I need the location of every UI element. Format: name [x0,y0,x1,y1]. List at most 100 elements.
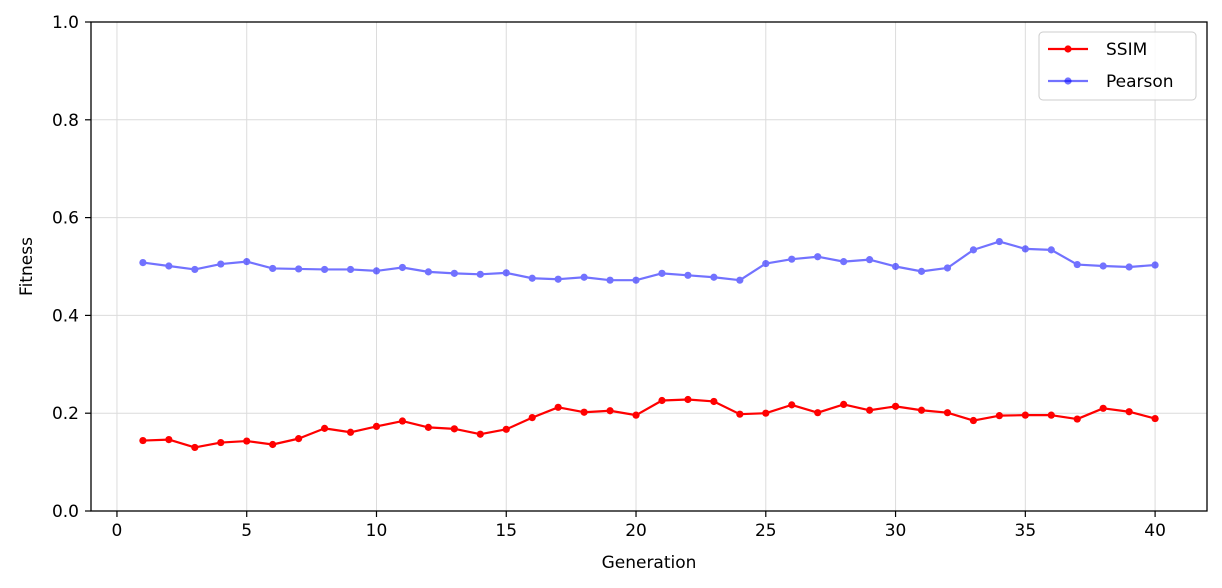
data-point-pearson [554,275,562,283]
data-point-pearson [917,267,926,275]
data-point-ssim [606,407,614,415]
y-tick-label: 0.0 [52,502,79,522]
legend-marker-ssim [1064,45,1072,53]
x-tick-label: 40 [1144,521,1166,541]
data-point-pearson [269,264,277,273]
data-point-pearson [658,269,666,277]
data-point-pearson [191,265,199,274]
x-tick-label: 20 [625,521,647,541]
data-point-ssim [398,417,407,425]
data-point-pearson [1099,262,1107,270]
series-line-pearson [142,240,1156,282]
data-point-pearson [995,237,1003,246]
data-point-ssim [450,425,458,433]
data-point-pearson [243,258,251,266]
data-point-ssim [269,440,277,449]
data-point-pearson [814,253,822,261]
x-tick-label: 10 [366,521,388,541]
data-point-ssim [165,436,173,444]
data-point-pearson [139,258,147,267]
data-point-pearson [736,276,744,284]
data-point-pearson [943,264,952,272]
data-point-pearson [502,269,510,277]
series-ssim [139,395,1159,452]
legend-item-ssim: SSIM [1048,40,1147,60]
series-layer [139,237,1159,452]
data-point-ssim [528,414,536,422]
y-tick-label: 0.2 [52,404,79,424]
data-point-pearson [165,262,173,270]
data-point-pearson [969,246,978,254]
data-point-pearson [606,276,614,284]
y-axis: 0.0 0.2 0.4 0.6 0.8 1.0 [52,13,91,522]
x-tick-label: 25 [755,521,777,541]
data-point-pearson [866,256,874,264]
data-point-ssim [684,395,692,404]
data-point-ssim [840,400,848,408]
x-tick-label: 0 [112,521,123,541]
data-point-ssim [320,424,329,432]
data-point-pearson [1151,261,1159,269]
data-point-pearson [476,270,484,278]
data-point-pearson [398,263,407,272]
data-point-pearson [684,271,692,279]
x-tick-label: 5 [241,521,252,541]
data-point-ssim [1099,404,1107,412]
data-point-pearson [840,258,848,266]
legend-item-pearson: Pearson [1048,72,1174,92]
data-point-pearson [891,262,900,271]
data-point-pearson [217,260,225,268]
plot-frame [90,21,1208,512]
data-point-ssim [658,396,666,405]
data-point-ssim [891,402,900,410]
x-tick-label: 15 [495,521,517,541]
data-point-ssim [632,411,640,419]
data-point-ssim [139,436,147,445]
data-point-ssim [710,397,718,406]
data-point-pearson [1047,246,1055,254]
data-point-pearson [1125,263,1133,271]
data-point-ssim [814,409,822,417]
y-tick-label: 0.6 [52,209,79,229]
data-point-pearson [762,259,770,268]
data-point-pearson [632,276,640,284]
data-point-ssim [969,416,978,425]
data-point-ssim [476,430,484,438]
data-point-ssim [554,403,562,411]
data-point-ssim [866,406,874,414]
x-axis-label: Generation [602,553,697,573]
x-tick-label: 35 [1015,521,1037,541]
x-axis: 0 5 10 15 20 25 30 35 40 [112,511,1166,541]
data-point-ssim [346,428,355,436]
data-point-ssim [943,409,952,417]
data-point-pearson [424,268,432,276]
data-point-ssim [502,425,510,433]
data-point-ssim [788,401,796,409]
legend: SSIM Pearson [1038,31,1197,101]
data-point-ssim [762,409,770,417]
data-point-pearson [710,273,718,281]
y-tick-label: 0.4 [52,306,79,326]
data-point-ssim [580,408,588,416]
data-point-pearson [346,265,355,274]
data-point-ssim [217,438,225,447]
data-point-ssim [917,406,926,414]
legend-label-pearson: Pearson [1106,72,1174,92]
data-point-ssim [1073,415,1081,423]
data-point-ssim [1125,408,1133,416]
data-point-pearson [1021,245,1029,253]
data-point-ssim [372,422,381,431]
data-point-pearson [372,267,381,275]
series-pearson [139,237,1159,284]
data-point-ssim [243,437,251,445]
data-point-ssim [995,412,1003,420]
data-point-ssim [424,423,432,431]
data-point-ssim [295,435,303,443]
data-point-ssim [1151,414,1159,423]
x-tick-label: 30 [885,521,907,541]
data-point-pearson [320,265,329,274]
data-point-pearson [528,274,536,282]
legend-marker-pearson [1064,77,1072,85]
